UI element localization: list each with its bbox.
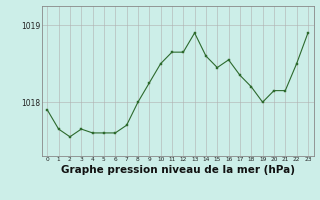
X-axis label: Graphe pression niveau de la mer (hPa): Graphe pression niveau de la mer (hPa) [60, 165, 295, 175]
